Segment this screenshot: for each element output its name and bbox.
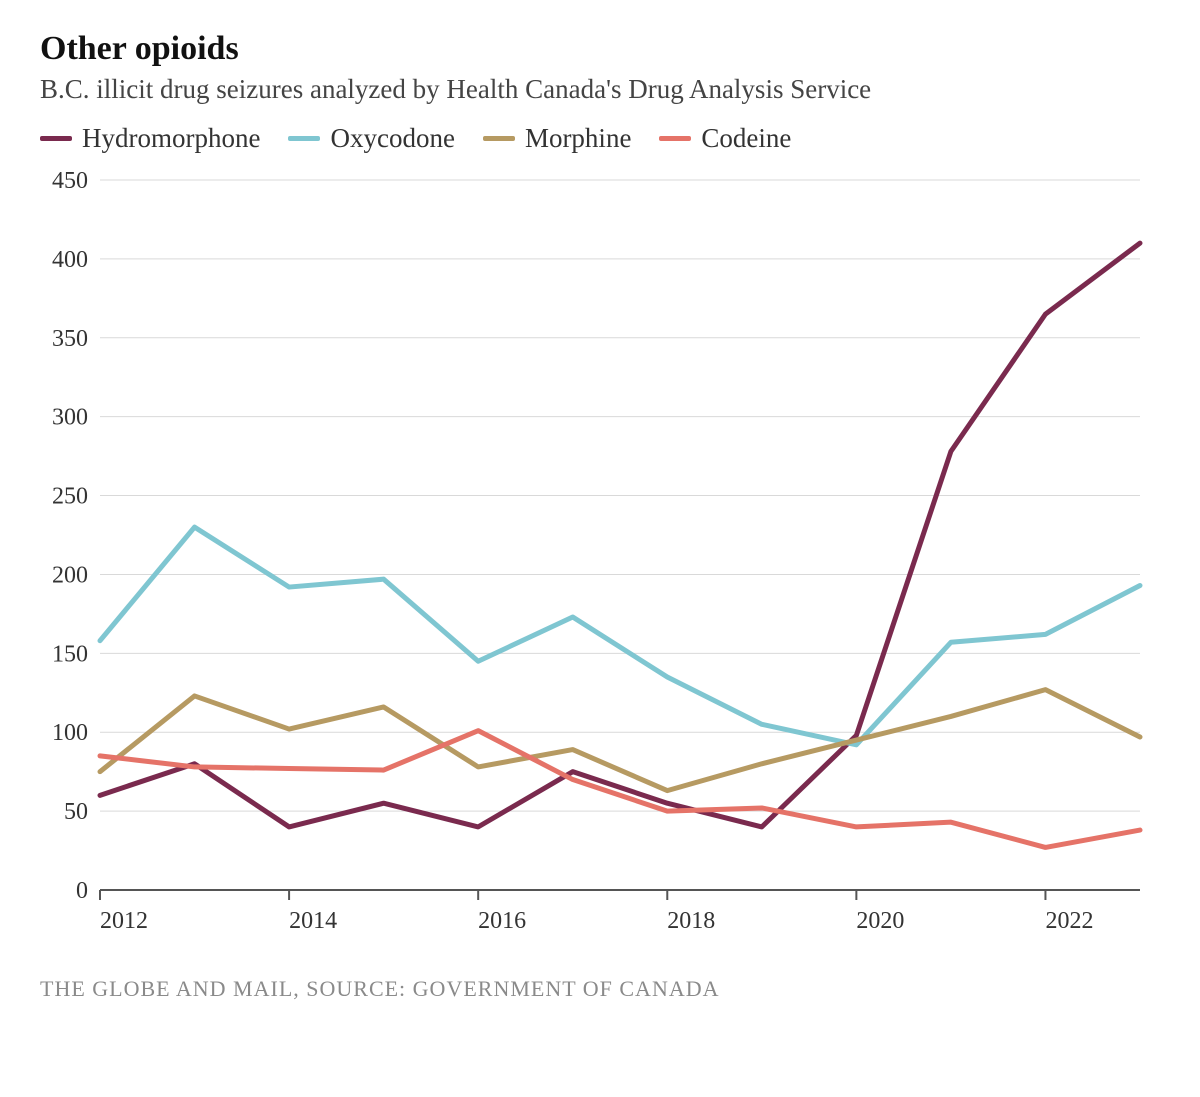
x-axis-label: 2016 xyxy=(478,908,526,934)
legend-label: Morphine xyxy=(525,123,631,154)
legend-swatch xyxy=(40,136,72,141)
x-axis-label: 2012 xyxy=(100,908,148,934)
x-axis-label: 2020 xyxy=(856,908,904,934)
chart-legend: Hydromorphone Oxycodone Morphine Codeine xyxy=(40,123,1160,154)
y-axis-label: 450 xyxy=(52,170,88,194)
legend-label: Codeine xyxy=(701,123,791,154)
legend-label: Oxycodone xyxy=(330,123,454,154)
y-axis-label: 0 xyxy=(76,878,88,904)
y-axis-label: 150 xyxy=(52,641,88,667)
series-line xyxy=(100,690,1140,791)
y-axis-label: 250 xyxy=(52,484,88,510)
series-line xyxy=(100,243,1140,827)
chart-plot-area: 0 50 100 150 200 250 300 350 400 450 2012 2014 2016 2… xyxy=(40,170,1160,950)
chart-source: THE GLOBE AND MAIL, SOURCE: GOVERNMENT O… xyxy=(40,976,1160,1002)
chart-container: Other opioids B.C. illicit drug seizures… xyxy=(0,0,1200,1097)
legend-swatch xyxy=(288,136,320,141)
legend-label: Hydromorphone xyxy=(82,123,260,154)
x-axis-label: 2022 xyxy=(1045,908,1093,934)
legend-item: Oxycodone xyxy=(288,123,454,154)
y-axis-label: 350 xyxy=(52,326,88,352)
legend-swatch xyxy=(483,136,515,141)
y-axis-label: 100 xyxy=(52,720,88,746)
y-axis-label: 400 xyxy=(52,247,88,273)
chart-subtitle: B.C. illicit drug seizures analyzed by H… xyxy=(40,74,1160,105)
y-axis-label: 50 xyxy=(64,799,88,825)
y-axis-label: 200 xyxy=(52,562,88,588)
legend-item: Hydromorphone xyxy=(40,123,260,154)
y-axis-label: 300 xyxy=(52,405,88,431)
x-axis-label: 2018 xyxy=(667,908,715,934)
chart-title: Other opioids xyxy=(40,30,1160,68)
chart-svg: 0 50 100 150 200 250 300 350 400 450 2012 2014 2016 2… xyxy=(40,170,1160,950)
legend-item: Morphine xyxy=(483,123,631,154)
x-axis-label: 2014 xyxy=(289,908,337,934)
legend-swatch xyxy=(659,136,691,141)
series-line xyxy=(100,527,1140,745)
legend-item: Codeine xyxy=(659,123,791,154)
